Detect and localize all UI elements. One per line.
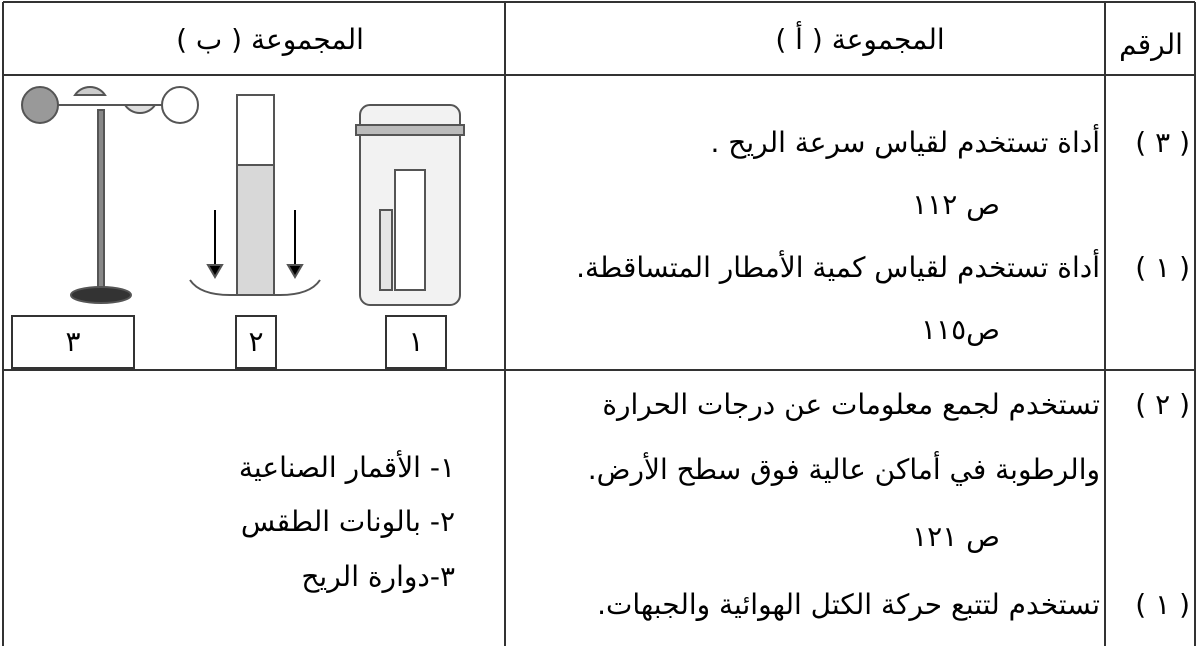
option: ٢- بالونات الطقس bbox=[240, 505, 455, 538]
statement: والرطوبة في أماكن عالية فوق سطح الأرض. bbox=[587, 453, 1100, 486]
anemometer-image bbox=[21, 86, 199, 304]
image-label: ٣ bbox=[65, 325, 81, 358]
option: ١- الأقمار الصناعية bbox=[238, 451, 455, 484]
cylinder-image bbox=[189, 94, 321, 296]
header-group-b: المجموعة ( ب ) bbox=[176, 23, 364, 56]
page-ref: ص ١١٢ bbox=[912, 188, 1000, 221]
page-ref: ص ١٢١ bbox=[912, 520, 1000, 553]
option: ٣-دوارة الريح bbox=[301, 560, 455, 593]
answer-number: ( ٣ ) bbox=[1135, 126, 1190, 159]
image-label: ٢ bbox=[248, 325, 264, 358]
answer-number: ( ١ ) bbox=[1135, 588, 1190, 621]
header-group-a: المجموعة ( أ ) bbox=[775, 23, 945, 56]
answer-number: ( ٢ ) bbox=[1135, 388, 1190, 421]
page-ref: ص١١٥ bbox=[921, 313, 1000, 346]
statement: أداة تستخدم لقياس كمية الأمطار المتساقطة… bbox=[576, 251, 1100, 284]
statement: تستخدم لتتبع حركة الكتل الهوائية والجبها… bbox=[597, 588, 1100, 621]
statement: تستخدم لجمع معلومات عن درجات الحرارة bbox=[602, 388, 1100, 421]
rain-gauge-image bbox=[355, 104, 465, 306]
header-number: الرقم bbox=[1119, 28, 1183, 61]
statement: أداة تستخدم لقياس سرعة الريح . bbox=[710, 126, 1100, 159]
image-label: ١ bbox=[408, 325, 424, 358]
label-boxes bbox=[11, 315, 447, 369]
answer-number: ( ١ ) bbox=[1135, 251, 1190, 284]
